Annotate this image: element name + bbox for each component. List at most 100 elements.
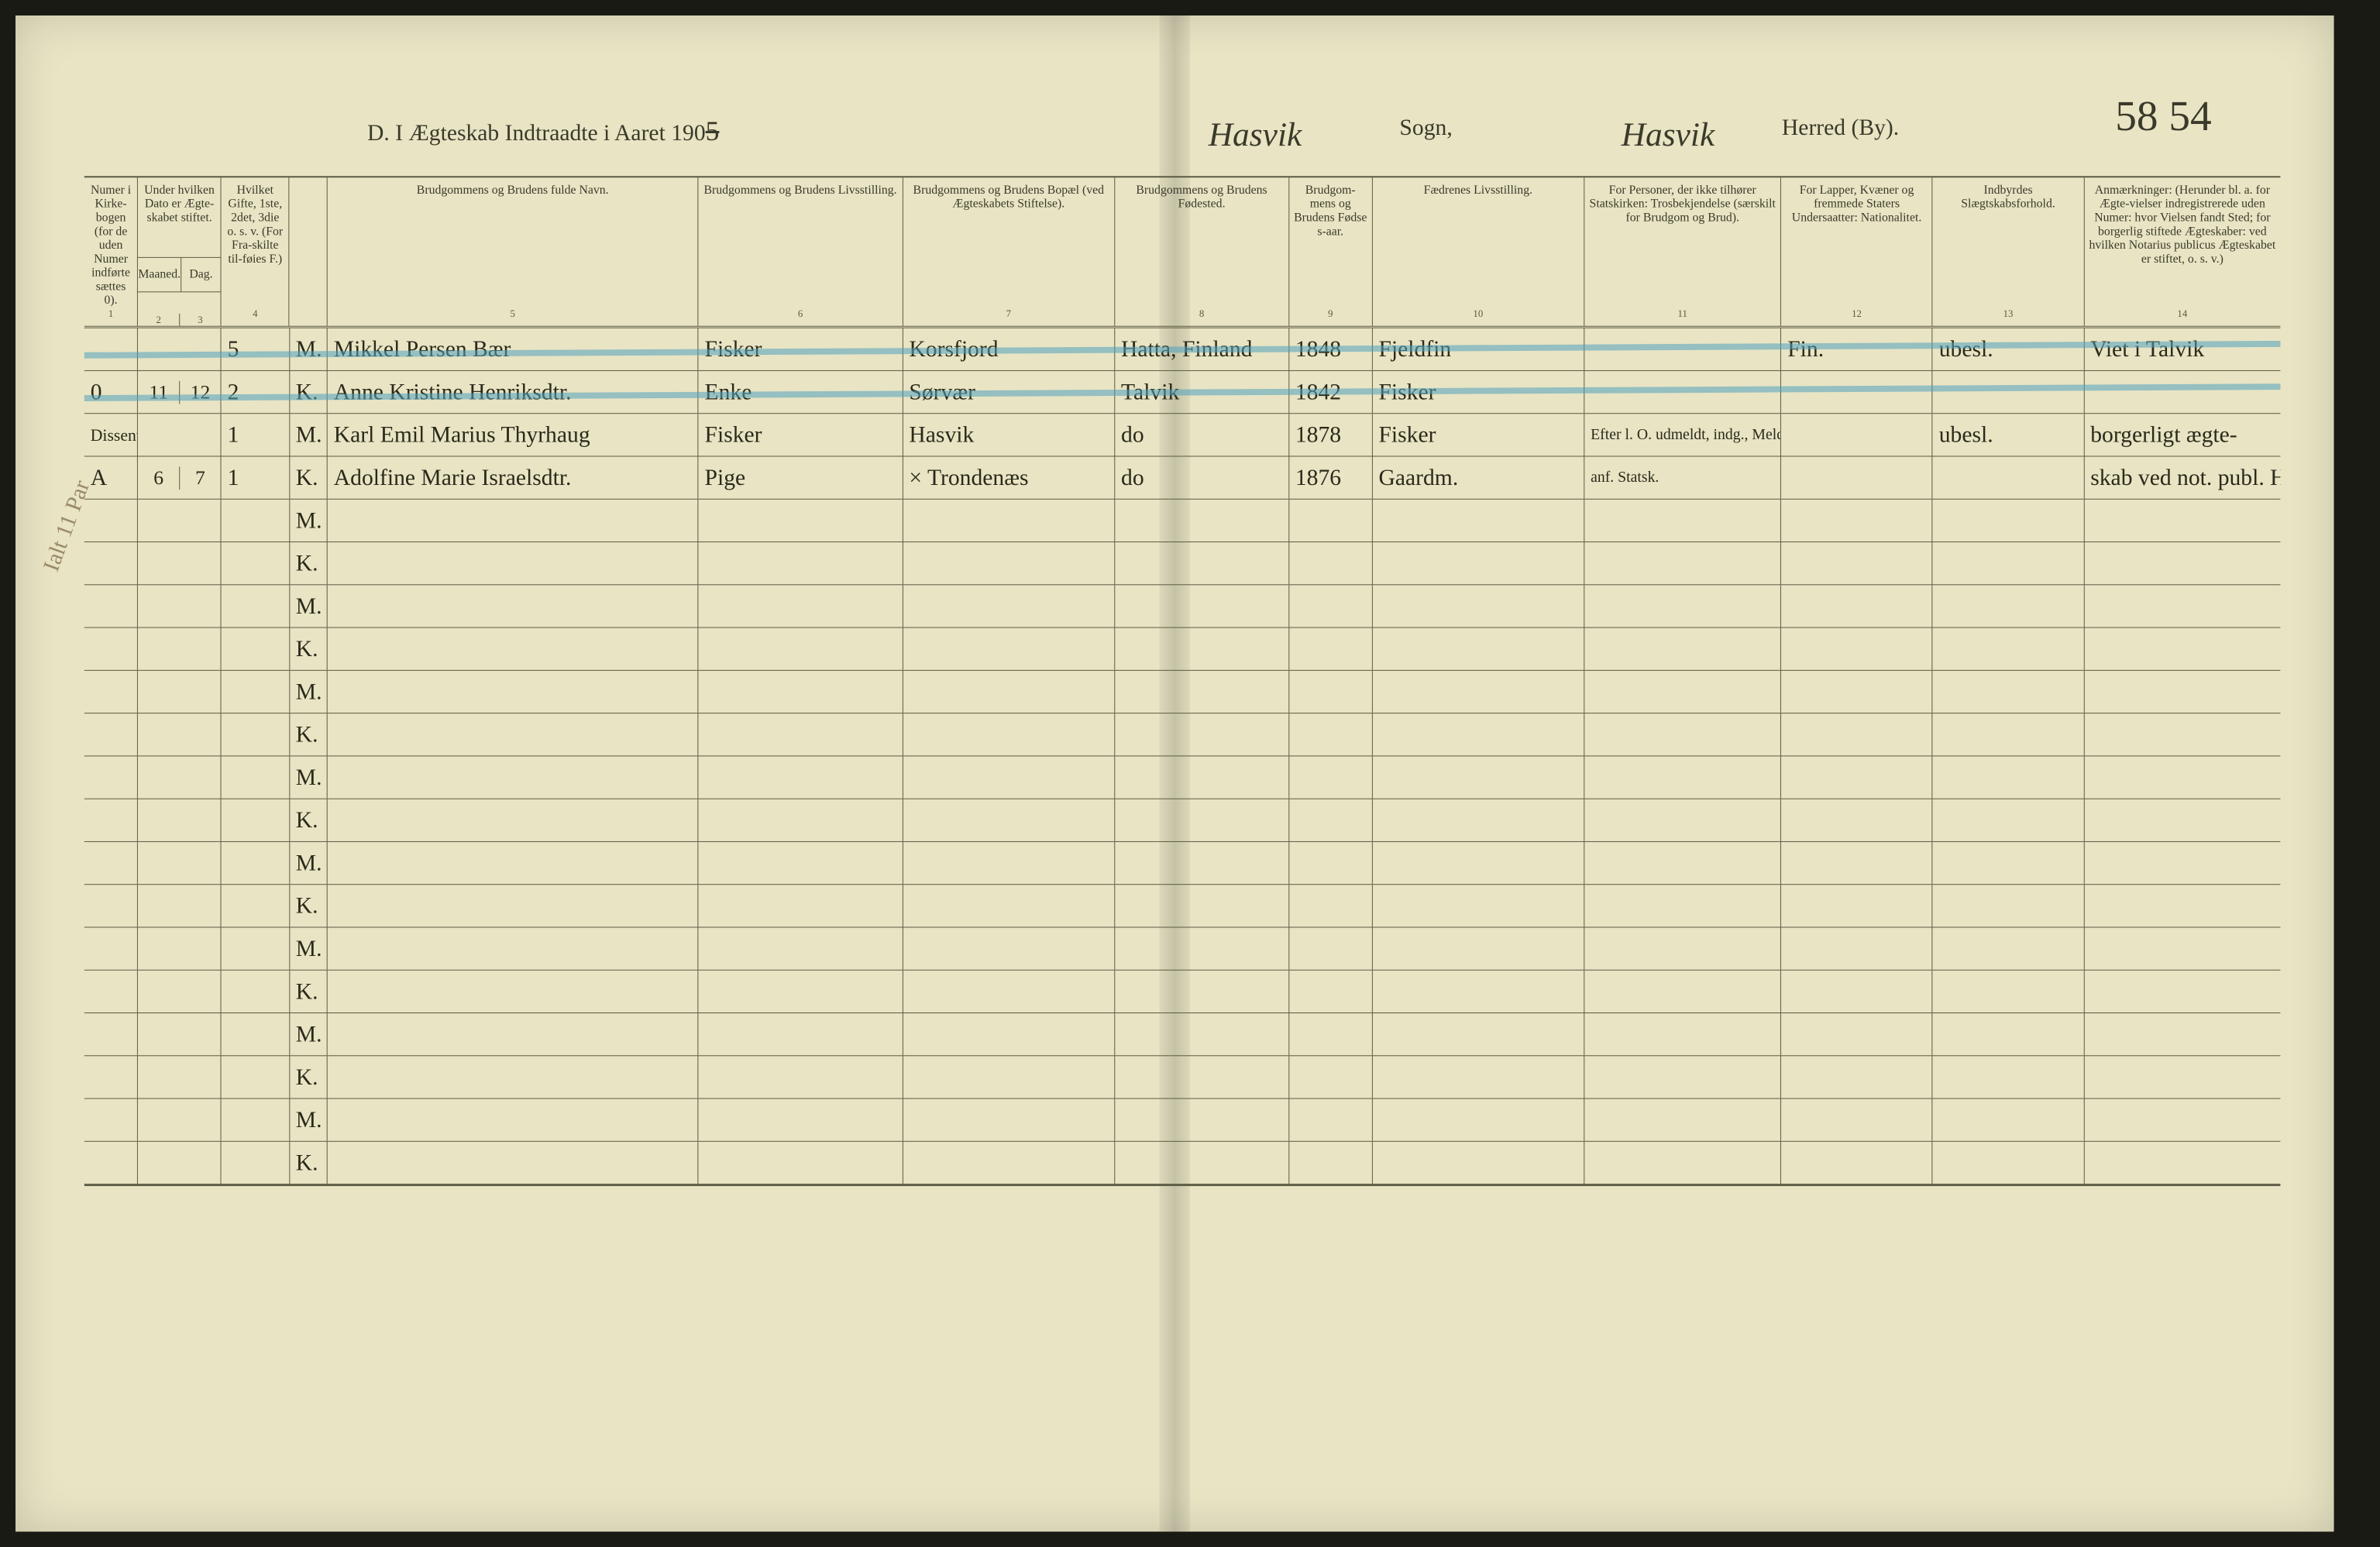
cell: 1 — [221, 456, 289, 498]
cell — [2083, 371, 2280, 413]
cell: K. — [289, 971, 327, 1012]
cell — [1584, 713, 1780, 755]
cell — [698, 971, 903, 1012]
cell — [2083, 1056, 2280, 1098]
cell — [903, 628, 1115, 670]
cell — [221, 500, 289, 541]
cell-date: 67 — [137, 456, 220, 498]
cell — [1780, 542, 1932, 584]
cell: M. — [289, 927, 327, 969]
cell-day: 7 — [179, 466, 221, 490]
cell: K. — [289, 1056, 327, 1098]
cell — [1114, 799, 1288, 841]
col-header-10: Fædrenes Livsstilling.10 — [1372, 177, 1584, 325]
cell: Hatta, Finland — [1114, 328, 1288, 370]
cell — [1288, 842, 1372, 884]
cell — [1932, 971, 2084, 1012]
cell — [84, 842, 138, 884]
cell — [1114, 713, 1288, 755]
cell: do — [1114, 456, 1288, 498]
cell: 1 — [221, 414, 289, 456]
cell — [221, 842, 289, 884]
cell — [1288, 713, 1372, 755]
cell — [1780, 1056, 1932, 1098]
cell: Fjeldfin — [1372, 328, 1584, 370]
cell: M. — [289, 1099, 327, 1141]
cell — [2083, 671, 2280, 713]
cell — [1372, 542, 1584, 584]
cell: 1876 — [1288, 456, 1372, 498]
cell — [1584, 842, 1780, 884]
cell — [327, 713, 698, 755]
cell-date — [137, 971, 220, 1012]
cell: K. — [289, 1142, 327, 1184]
cell — [1372, 628, 1584, 670]
cell — [221, 585, 289, 627]
cell — [1584, 328, 1780, 370]
cell — [1114, 585, 1288, 627]
cell — [1114, 542, 1288, 584]
cell — [1288, 1013, 1372, 1055]
cell — [903, 542, 1115, 584]
cell — [903, 585, 1115, 627]
cell — [1584, 1142, 1780, 1184]
cell — [698, 1099, 903, 1141]
table-row-blank: M. — [84, 756, 2281, 799]
col-header-3: Hvilket Gifte, 1ste, 2det, 3die o. s. v.… — [221, 177, 289, 325]
col-header-9: Brudgom-mens og Brudens Fødse s-aar.9 — [1288, 177, 1372, 325]
cell — [1584, 542, 1780, 584]
cell-month: 6 — [138, 466, 179, 490]
col-header-4-mk — [289, 177, 327, 325]
cell — [1932, 456, 2084, 498]
cell — [1780, 671, 1932, 713]
cell — [221, 799, 289, 841]
cell-date — [137, 1099, 220, 1141]
cell — [1114, 1099, 1288, 1141]
cell — [1584, 1013, 1780, 1055]
col-header-2a: Maaned. — [138, 258, 181, 291]
cell — [698, 628, 903, 670]
cell — [1372, 756, 1584, 798]
cell — [84, 713, 138, 755]
cell: Fisker — [1372, 414, 1584, 456]
cell — [221, 1142, 289, 1184]
cell — [1932, 713, 2084, 755]
cell — [1780, 456, 1932, 498]
cell — [1932, 671, 2084, 713]
cell — [84, 628, 138, 670]
cell — [698, 927, 903, 969]
cell — [327, 628, 698, 670]
cell — [903, 756, 1115, 798]
cell: K. — [289, 542, 327, 584]
cell — [2083, 1013, 2280, 1055]
cell: A — [84, 456, 138, 498]
cell — [327, 1142, 698, 1184]
cell — [221, 971, 289, 1012]
table-row-blank: M. — [84, 842, 2281, 885]
header-row: D. I Ægteskab Indtraadte i Aaret 1905 Ha… — [15, 115, 2334, 160]
cell — [903, 671, 1115, 713]
cell: K. — [289, 628, 327, 670]
cell — [903, 1013, 1115, 1055]
cell-date — [137, 927, 220, 969]
cell — [1584, 885, 1780, 926]
cell — [903, 1142, 1115, 1184]
cell — [1114, 885, 1288, 926]
cell-date — [137, 328, 220, 370]
cell — [1780, 713, 1932, 755]
table-row-blank: M. — [84, 1013, 2281, 1056]
cell — [1114, 1013, 1288, 1055]
cell — [1288, 927, 1372, 969]
cell — [1372, 1099, 1584, 1141]
cell — [1372, 1142, 1584, 1184]
cell — [1932, 1142, 2084, 1184]
cell — [698, 671, 903, 713]
cell — [2083, 542, 2280, 584]
cell — [698, 885, 903, 926]
cell: M. — [289, 585, 327, 627]
cell — [903, 885, 1115, 926]
cell-date — [137, 414, 220, 456]
cell: Hasvik — [903, 414, 1115, 456]
cell — [1932, 1013, 2084, 1055]
cell — [1584, 371, 1780, 413]
